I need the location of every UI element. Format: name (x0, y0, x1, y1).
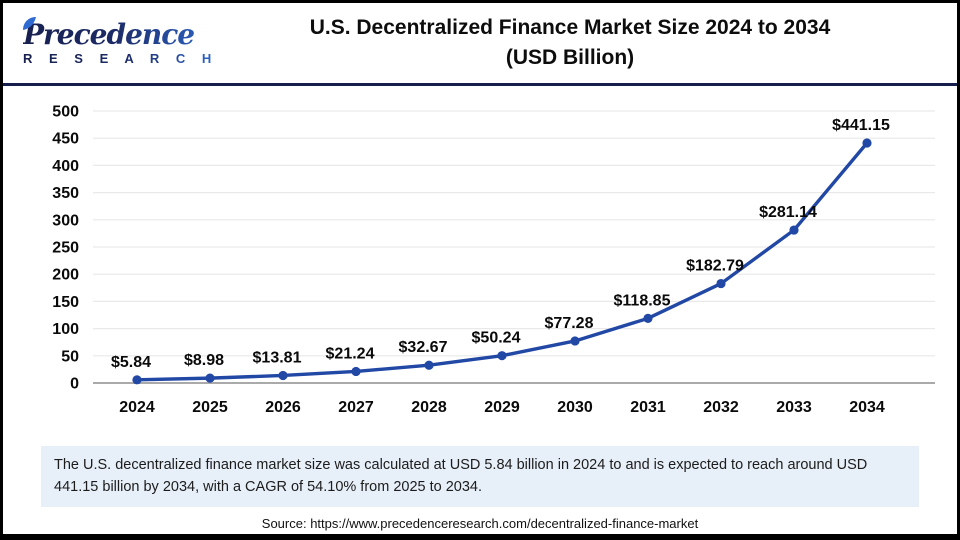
market-size-line-chart: 0 50 100 150 200 250 300 350 400 450 500 2024 2025 20… (3, 88, 957, 440)
data-point (351, 366, 361, 377)
line-chart-svg: 0 50 100 150 200 250 300 350 400 450 500 2024 2025 20… (52, 104, 935, 416)
chart-title-line1: U.S. Decentralized Finance Market Size 2… (309, 16, 831, 39)
data-point (497, 351, 507, 361)
x-tick-label: 2029 (484, 399, 520, 416)
precedence-research-logo: Precedence R E S E A R C H (13, 17, 223, 66)
data-label: $8.98 (184, 352, 224, 369)
y-tick-label: 0 (70, 376, 79, 393)
x-tick-label: 2024 (119, 399, 155, 416)
data-label: $50.24 (472, 330, 521, 347)
x-tick-label: 2032 (703, 399, 739, 416)
data-point (862, 138, 872, 148)
data-label: $441.15 (832, 117, 890, 134)
logo-sub-text: R E S E A R C H (23, 51, 223, 66)
chart-title: U.S. Decentralized Finance Market Size 2… (223, 13, 947, 73)
data-point (570, 336, 580, 346)
y-tick-label: 50 (61, 348, 79, 365)
data-label: $182.79 (686, 258, 744, 275)
x-tick-label: 2025 (192, 399, 228, 416)
x-tick-label: 2027 (338, 399, 374, 416)
data-point (205, 373, 215, 383)
data-point (132, 375, 142, 385)
data-point (789, 225, 799, 235)
data-label: $21.24 (326, 345, 375, 362)
x-tick-label: 2031 (630, 399, 666, 416)
x-tick-label: 2030 (557, 399, 593, 416)
summary-note: The U.S. decentralized finance market si… (41, 446, 919, 507)
leaf-icon (21, 16, 37, 37)
data-point (424, 360, 434, 370)
header: Precedence R E S E A R C H U.S. Decentra… (3, 3, 957, 86)
x-tick-label: 2033 (776, 399, 812, 416)
y-tick-label: 200 (52, 267, 79, 284)
data-label: $281.14 (759, 204, 817, 221)
data-point (716, 278, 726, 289)
x-tick-label: 2034 (849, 399, 885, 416)
y-tick-label: 500 (52, 104, 79, 121)
data-label: $5.84 (111, 354, 151, 371)
y-tick-label: 450 (52, 131, 79, 148)
source-text: Source: https://www.precedenceresearch.c… (261, 515, 699, 531)
x-tick-label: 2028 (411, 399, 447, 416)
y-tick-label: 100 (52, 321, 79, 338)
chart-title-line2: (USD Billion) (505, 46, 635, 69)
data-point (278, 370, 288, 381)
data-label: $32.67 (399, 339, 448, 356)
data-label: $13.81 (253, 349, 302, 366)
y-tick-label: 400 (52, 158, 79, 175)
logo-brand-text: Precedence (23, 20, 223, 50)
y-tick-label: 300 (52, 212, 79, 229)
x-tick-label: 2026 (265, 399, 301, 416)
y-tick-label: 150 (52, 294, 79, 311)
data-label: $118.85 (614, 292, 671, 309)
data-label: $77.28 (545, 315, 594, 332)
y-tick-label: 250 (52, 240, 79, 257)
y-tick-label: 350 (52, 185, 79, 202)
data-point (643, 313, 653, 323)
